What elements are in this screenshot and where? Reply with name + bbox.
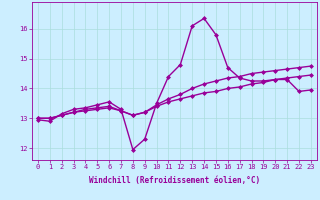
X-axis label: Windchill (Refroidissement éolien,°C): Windchill (Refroidissement éolien,°C) bbox=[89, 176, 260, 185]
